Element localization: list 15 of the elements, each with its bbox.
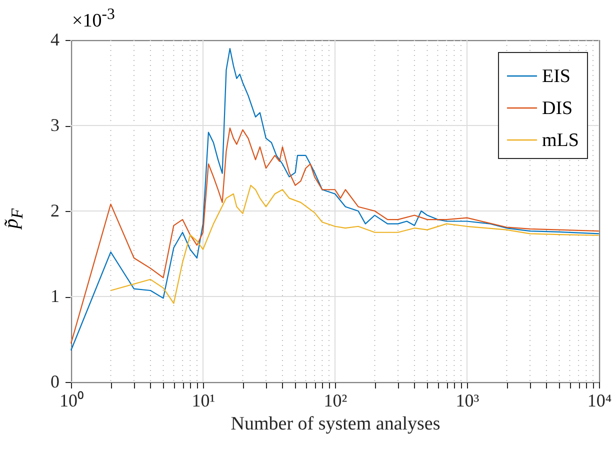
legend-label: mLS — [542, 130, 579, 151]
text: ×10$^{-3}$ — [72, 6, 115, 32]
x-tick-label: 10² — [324, 390, 348, 410]
y-tick-label: 1 — [50, 286, 60, 306]
y-tick-label: 4 — [50, 30, 60, 50]
legend-label: DIS — [542, 98, 573, 119]
x-tick-label: 10¹ — [192, 390, 216, 410]
y-tick-label: 2 — [50, 200, 60, 220]
x-axis-title: Number of system analyses — [230, 414, 440, 434]
legend-label: EIS — [542, 66, 570, 87]
x-tick-label: 10⁰ — [60, 390, 84, 410]
y-tick-label: 0 — [50, 372, 60, 392]
x-tick-label: 10³ — [456, 390, 480, 410]
y-tick-label: 3 — [50, 115, 60, 135]
x-tick-label: 10⁴ — [587, 390, 612, 410]
